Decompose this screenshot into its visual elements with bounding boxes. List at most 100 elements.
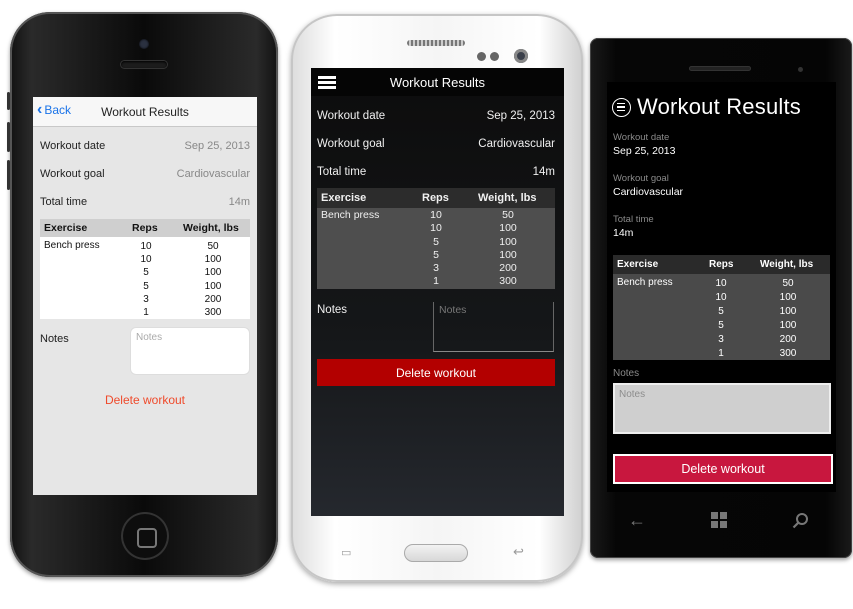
table-cell: 100 (499, 222, 517, 235)
table-cell: 300 (499, 275, 517, 288)
exercise-table: Exercise Reps Weight, lbs Bench press 10… (40, 219, 250, 319)
total-time-value: 14m (532, 166, 555, 178)
earpiece-speaker (689, 66, 751, 71)
home-button[interactable] (121, 512, 169, 560)
column-header-exercise: Exercise (44, 222, 88, 234)
table-cell: 5 (143, 280, 149, 292)
back-button[interactable]: ‹ Back (37, 101, 71, 118)
table-cell: 300 (779, 348, 797, 359)
workout-date-value: Sep 25, 2013 (184, 140, 250, 152)
page-title: Workout Results (389, 74, 486, 90)
table-cell: 100 (499, 235, 517, 248)
back-key-icon[interactable]: ↩ (513, 544, 524, 559)
table-cell: 100 (204, 267, 222, 279)
table-cell: 3 (718, 334, 724, 345)
menu-key-icon[interactable]: ▭ (341, 547, 352, 559)
mute-switch (7, 92, 10, 110)
table-cell: 100 (204, 280, 222, 292)
exercise-name: Bench press (44, 240, 100, 251)
windows-phone-screen: Workout Results Workout date Sep 25, 201… (607, 82, 836, 492)
table-cell: 5 (433, 248, 439, 261)
column-header-reps: Reps (709, 259, 734, 270)
table-cell: 100 (779, 306, 797, 317)
table-cell: 100 (779, 320, 797, 331)
android-device: Workout Results Workout date Sep 25, 201… (291, 14, 583, 582)
delete-workout-button[interactable]: Delete workout (317, 359, 555, 386)
table-cell: 1 (718, 348, 724, 359)
exercise-table: Exercise Reps Weight, lbs Bench press 10… (613, 255, 830, 360)
table-cell: 100 (499, 248, 517, 261)
reps-column: 10 10 5 5 3 1 (426, 209, 446, 289)
total-time-label: Total time (613, 214, 654, 225)
menu-circle-icon[interactable] (612, 97, 631, 117)
page-title: Workout Results (101, 104, 189, 119)
exercise-table: Exercise Reps Weight, lbs Bench press 10… (317, 188, 555, 289)
table-cell: 10 (430, 209, 442, 221)
notes-placeholder: Notes (136, 332, 163, 343)
table-cell: 200 (499, 262, 517, 275)
front-camera (514, 49, 528, 63)
windows-phone-device: Workout Results Workout date Sep 25, 201… (590, 38, 852, 558)
column-header-reps: Reps (132, 222, 158, 234)
back-arrow-icon[interactable]: ← (628, 510, 646, 530)
home-button[interactable] (404, 544, 468, 562)
table-header: Exercise Reps Weight, lbs (613, 255, 830, 274)
android-screen: Workout Results Workout date Sep 25, 201… (311, 68, 564, 516)
light-sensor (490, 52, 499, 61)
total-time-label: Total time (40, 196, 88, 208)
total-time-label: Total time (317, 166, 367, 178)
delete-workout-button[interactable]: Delete workout (104, 393, 186, 407)
table-cell: 200 (779, 334, 797, 345)
column-header-exercise: Exercise (617, 259, 659, 270)
workout-date-label: Workout date (40, 140, 106, 152)
earpiece-speaker (407, 40, 465, 46)
table-cell: 100 (779, 292, 797, 303)
workout-goal-label: Workout goal (317, 138, 385, 150)
chevron-left-icon: ‹ (37, 101, 43, 118)
table-cell: 50 (782, 278, 794, 289)
notes-placeholder: Notes (619, 389, 646, 400)
delete-workout-button[interactable]: Delete workout (613, 454, 833, 484)
workout-date-value: Sep 25, 2013 (486, 110, 555, 122)
workout-date-label: Workout date (317, 110, 386, 122)
search-icon[interactable] (792, 512, 809, 534)
android-fields: Workout date Sep 25, 2013 Workout goal C… (311, 96, 564, 180)
column-header-weight: Weight, lbs (478, 192, 537, 204)
ios-fields: Workout date Sep 25, 2013 Workout goal C… (33, 127, 257, 208)
table-cell: 50 (207, 241, 219, 252)
table-cell: 50 (502, 209, 514, 221)
table-cell: 10 (140, 254, 152, 266)
volume-up-button (7, 122, 10, 152)
notes-input[interactable]: Notes (433, 302, 554, 352)
total-time-value: 14m (228, 196, 250, 208)
earpiece-speaker (121, 61, 167, 68)
column-header-reps: Reps (422, 192, 449, 204)
exercise-name: Bench press (617, 277, 673, 288)
table-cell: 200 (204, 293, 222, 305)
hardware-keys: ← (590, 510, 852, 540)
column-header-weight: Weight, lbs (183, 222, 239, 234)
notes-input[interactable]: Notes (130, 327, 250, 375)
table-cell: 5 (143, 267, 149, 279)
table-cell: 3 (143, 293, 149, 305)
notes-placeholder: Notes (439, 304, 467, 316)
weights-column: 50 100 100 100 200 300 (493, 209, 523, 289)
hamburger-menu-icon[interactable] (318, 76, 336, 89)
notes-input[interactable]: Notes (613, 383, 831, 434)
volume-down-button (7, 160, 10, 190)
notes-label: Notes (613, 368, 640, 379)
workout-date-label: Workout date (613, 132, 670, 143)
table-cell: 10 (140, 241, 152, 252)
iphone-device: ‹ Back Workout Results Workout date Sep … (7, 12, 278, 577)
windows-logo-icon[interactable] (711, 512, 727, 533)
workout-goal-label: Workout goal (613, 173, 669, 184)
workout-goal-value: Cardiovascular (613, 186, 684, 198)
front-camera (798, 67, 803, 72)
table-cell: 3 (433, 262, 439, 275)
column-header-exercise: Exercise (321, 192, 367, 204)
total-time-row: Total time 14m (311, 152, 564, 180)
workout-date-row: Workout date Sep 25, 2013 (311, 96, 564, 124)
exercise-name: Bench press (321, 209, 380, 221)
workout-goal-value: Cardiovascular (478, 138, 555, 150)
